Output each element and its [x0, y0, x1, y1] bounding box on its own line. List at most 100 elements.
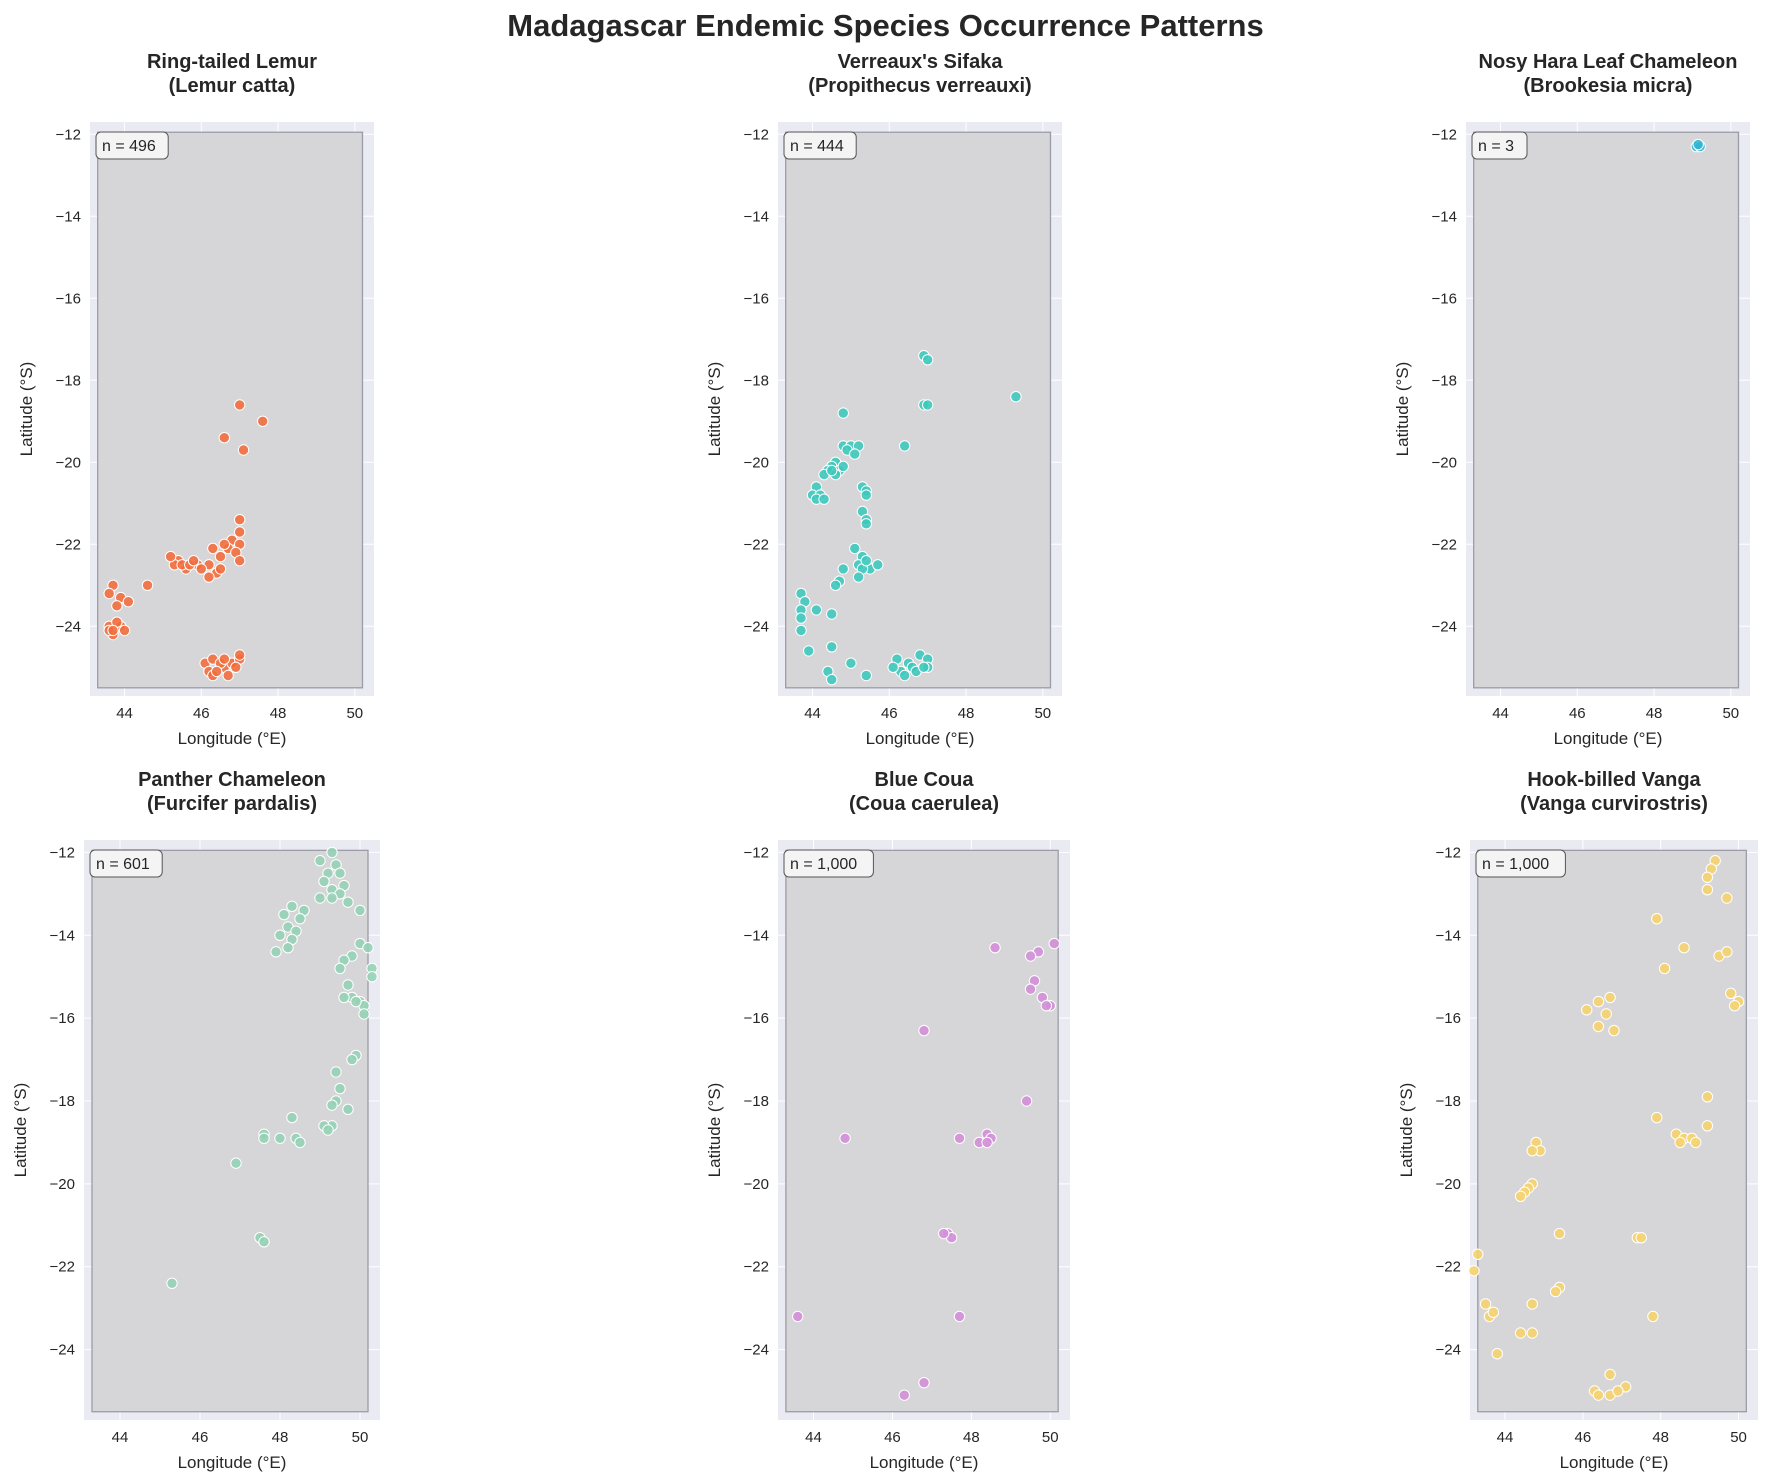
y-tick-label: −14 — [1432, 208, 1457, 225]
y-tick-label: −14 — [744, 208, 769, 225]
x-tick-label: 46 — [881, 705, 898, 722]
count-badge — [783, 849, 874, 878]
occurrence-point — [953, 1310, 966, 1323]
occurrence-point — [1592, 1020, 1605, 1033]
occurrence-point — [1721, 946, 1733, 958]
occurrence-point — [258, 1236, 270, 1248]
subplot-1: 44 46 48 50 −12 −14 −16 −18 −20 −22 −24 Longitude (… — [17, 51, 374, 748]
occurrence-point — [286, 1111, 298, 1124]
occurrence-point — [326, 1099, 338, 1111]
x-tick-label: 44 — [112, 1429, 129, 1446]
y-tick-label: −18 — [1436, 1093, 1461, 1110]
occurrence-point — [322, 1124, 334, 1136]
occurrence-point — [1701, 1120, 1714, 1132]
occurrence-point — [810, 604, 823, 616]
x-axis-label: Longitude (°E) — [178, 1453, 287, 1472]
island-extent-box — [97, 131, 364, 689]
occurrence-point — [1612, 1385, 1624, 1397]
panel-subtitle: (Vanga curvirostris) — [1520, 793, 1708, 815]
occurrence-point — [330, 1066, 342, 1078]
panel-subtitle: (Furcifer pardalis) — [147, 793, 317, 815]
occurrence-point — [214, 563, 227, 575]
occurrence-point — [1581, 1004, 1593, 1016]
occurrence-point — [314, 892, 326, 904]
y-tick-label: −18 — [1432, 372, 1457, 389]
x-tick-label: 44 — [1492, 705, 1509, 722]
x-tick-label: 48 — [963, 1429, 980, 1446]
occurrence-point — [1690, 1136, 1702, 1149]
occurrence-point — [122, 596, 135, 608]
occurrence-point — [218, 538, 231, 550]
occurrence-point — [342, 896, 354, 908]
x-axis-label: Longitude (°E) — [1554, 729, 1663, 748]
occurrence-point — [1048, 937, 1060, 950]
occurrence-point — [860, 555, 872, 567]
occurrence-point — [195, 563, 207, 575]
occurrence-point — [338, 991, 350, 1004]
occurrence-point — [849, 448, 861, 460]
occurrence-point — [860, 489, 872, 501]
y-tick-label: −22 — [1436, 1259, 1461, 1276]
occurrence-point — [233, 649, 246, 661]
occurrence-point — [989, 942, 1001, 954]
occurrence-point — [860, 518, 872, 530]
x-axis-label: Longitude (°E) — [1560, 1453, 1669, 1472]
occurrence-point — [274, 1132, 286, 1144]
occurrence-point — [1549, 1285, 1562, 1298]
occurrence-point — [237, 444, 250, 456]
panel-title: Ring-tailed Lemur — [147, 51, 317, 73]
count-badge — [89, 849, 163, 878]
occurrence-point — [358, 1008, 370, 1020]
count-label: n = 601 — [96, 856, 150, 873]
y-tick-label: −20 — [1436, 1176, 1461, 1193]
panel-subtitle: (Coua caerulea) — [849, 793, 999, 815]
y-tick-label: −18 — [50, 1093, 75, 1110]
x-tick-label: 48 — [1652, 1429, 1669, 1446]
y-tick-label: −24 — [744, 1342, 769, 1359]
occurrence-point — [111, 600, 123, 612]
occurrence-point — [1721, 892, 1733, 904]
occurrence-point — [362, 942, 374, 954]
occurrence-point — [849, 542, 861, 555]
occurrence-point — [1678, 942, 1690, 954]
x-tick-label: 50 — [352, 1429, 369, 1446]
y-tick-label: −12 — [56, 126, 81, 143]
count-badge — [95, 131, 169, 160]
occurrence-point — [318, 875, 330, 888]
x-tick-label: 46 — [192, 1429, 209, 1446]
occurrence-point — [118, 624, 131, 637]
occurrence-point — [1701, 871, 1714, 883]
y-tick-label: −22 — [1432, 536, 1457, 553]
y-tick-label: −18 — [744, 372, 769, 389]
x-tick-label: 50 — [1730, 1429, 1747, 1446]
x-axis-label: Longitude (°E) — [866, 729, 975, 748]
y-tick-label: −12 — [1436, 844, 1461, 861]
occurrence-point — [103, 587, 115, 600]
y-tick-label: −20 — [744, 1176, 769, 1193]
occurrence-point — [1651, 913, 1663, 925]
occurrence-point — [294, 1136, 306, 1149]
occurrence-point — [1479, 1298, 1492, 1310]
occurrence-point — [1491, 1348, 1503, 1360]
y-tick-label: −14 — [744, 927, 769, 944]
occurrence-point — [218, 653, 231, 665]
panel-title: Hook-billed Vanga — [1527, 769, 1701, 791]
y-tick-label: −16 — [50, 1010, 75, 1027]
occurrence-point — [1526, 1298, 1538, 1310]
occurrence-point — [845, 657, 857, 669]
occurrence-point — [141, 579, 154, 591]
occurrence-point — [164, 550, 177, 563]
occurrence-point — [1020, 1095, 1033, 1107]
occurrence-point — [872, 559, 884, 571]
occurrence-point — [1674, 1136, 1686, 1149]
y-tick-label: −22 — [50, 1259, 75, 1276]
occurrence-point — [346, 1053, 358, 1066]
occurrence-point — [214, 550, 227, 563]
occurrence-point — [795, 624, 807, 637]
occurrence-point — [839, 1132, 851, 1144]
occurrence-point — [314, 855, 326, 867]
y-tick-label: −12 — [744, 126, 769, 143]
x-tick-label: 48 — [270, 705, 287, 722]
occurrence-point — [334, 1082, 346, 1095]
